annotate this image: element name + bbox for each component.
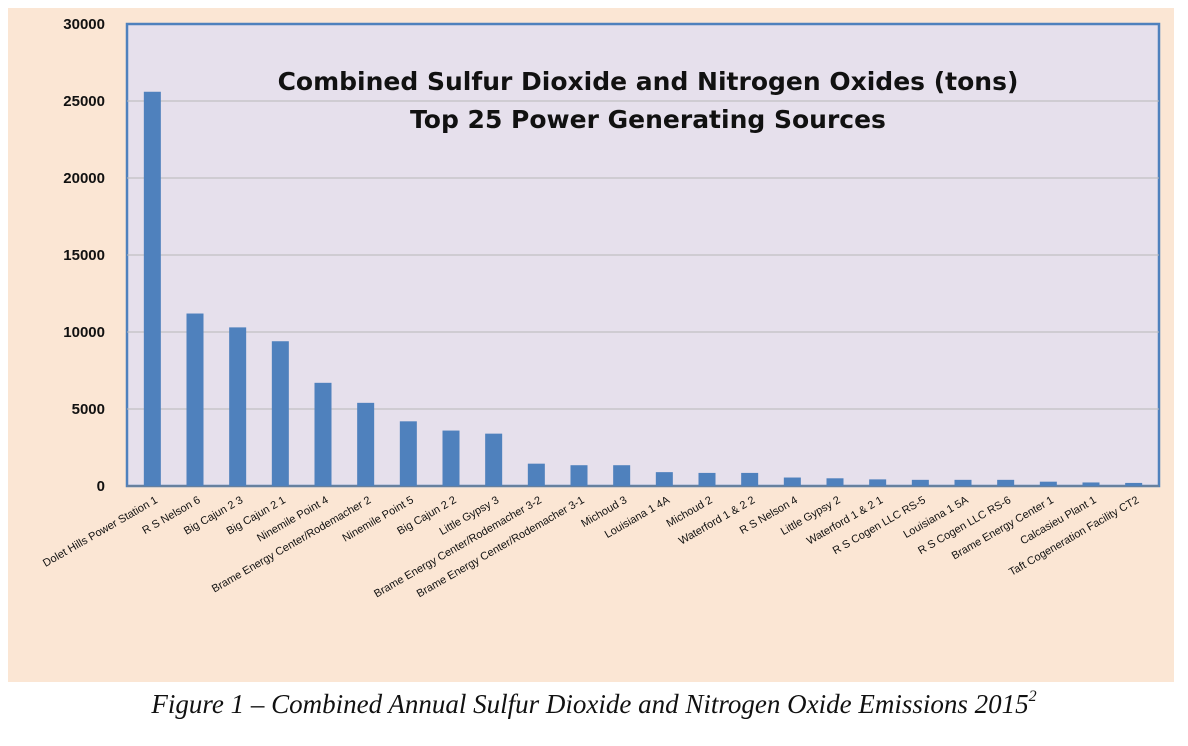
y-tick-label: 20000 [63,170,105,187]
bar [954,479,972,486]
bar [229,327,247,486]
bar [1082,482,1100,486]
y-tick-label: 30000 [63,16,105,33]
bars [143,91,1143,486]
bar [911,479,929,486]
grid-lines [127,100,1159,487]
y-tick-label: 25000 [63,93,105,110]
bar [527,463,545,486]
chart-title-line: Top 25 Power Generating Sources [410,105,886,134]
bar [783,477,801,486]
caption-text: Figure 1 – Combined Annual Sulfur Dioxid… [151,689,1029,719]
caption-superscript: 2 [1028,688,1037,705]
bar [442,430,460,486]
bar [314,382,332,486]
bar [869,479,887,486]
chart-panel: 0 5000 10000 15000 20000 25000 30000 Dolet Hil… [8,8,1174,682]
bar [271,341,289,486]
bar [186,313,204,486]
y-tick-label: 0 [97,478,105,495]
bar [997,479,1015,486]
y-tick-label: 10000 [63,324,105,341]
bar [1039,481,1057,486]
bar [1125,482,1143,486]
bar [399,421,417,486]
chart-title-line: Combined Sulfur Dioxide and Nitrogen Oxi… [278,67,1019,96]
bar [143,91,161,486]
y-tick-label: 5000 [72,401,105,418]
bar [741,472,759,486]
bar [698,472,716,486]
bar [826,478,844,486]
bar [570,465,588,486]
bar [655,472,673,486]
chart-title: Combined Sulfur Dioxide and Nitrogen Oxi… [278,67,1019,134]
bar [485,433,503,486]
y-axis-ticks: 0 5000 10000 15000 20000 25000 30000 [63,16,105,495]
bar [357,402,375,486]
y-tick-label: 15000 [63,247,105,264]
bar [613,465,631,486]
figure-caption: Figure 1 – Combined Annual Sulfur Dioxid… [0,688,1188,720]
